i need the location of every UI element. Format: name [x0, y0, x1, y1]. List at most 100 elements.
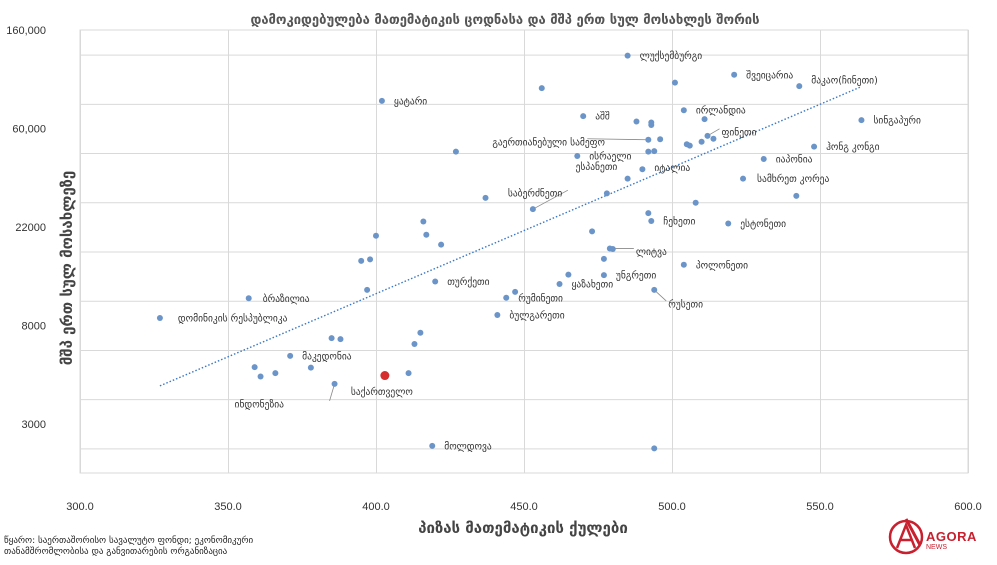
y-axis-title: მშპ ერთ სულ მოსახლეზე [58, 171, 76, 366]
data-point [503, 294, 510, 301]
data-point [423, 231, 430, 238]
data-point [633, 118, 640, 125]
x-tick-label: 600.0 [954, 501, 982, 513]
leader-line [587, 138, 649, 141]
agora-logo-icon [888, 518, 924, 555]
data-point [512, 288, 519, 295]
data-point [378, 97, 385, 104]
x-tick-label: 550.0 [806, 501, 834, 513]
point-label: ლიტვა [636, 247, 667, 258]
axis-ticks: 300.0 350.0 400.0 450.0 500.0 550.0 600.0 3000 8… [6, 25, 982, 513]
point-label: ინდონეზია [235, 399, 285, 410]
source-line-1: წყარო: საერთაშორისო სავალუტო ფონდი; ეკონ… [4, 536, 254, 546]
y-tick-label: 160,000 [6, 25, 46, 37]
data-point [651, 445, 658, 452]
data-point [272, 370, 279, 377]
point-label: ლუქსემბურგი [640, 51, 703, 62]
point-label: უნგრეთი [616, 271, 656, 282]
point-label: ბრაზილია [263, 294, 310, 305]
x-axis-title: პიზას მათემატიკის ქულები [418, 519, 628, 537]
data-point [651, 148, 658, 155]
data-point [680, 261, 687, 268]
data-point [651, 286, 658, 293]
data-point [793, 192, 800, 199]
data-point [796, 83, 803, 90]
x-tick-label: 400.0 [362, 501, 390, 513]
data-point [657, 136, 664, 143]
data-point [680, 107, 687, 114]
data-point [645, 148, 652, 155]
point-label: გაერთიანებული სამეფო [492, 137, 605, 148]
source-line-2: თანამშრომლობისა და განვითარების ორგანიზა… [4, 547, 228, 557]
point-label: დომინიკის რესპუბლიკა [178, 313, 288, 324]
data-point [482, 194, 489, 201]
x-tick-label: 300.0 [66, 501, 94, 513]
data-point [307, 364, 314, 371]
data-point [624, 52, 631, 59]
x-tick-label: 500.0 [658, 501, 686, 513]
point-labels: დომინიკის რესპუბლიკა ბრაზილია მაკედონია ინდ… [178, 51, 921, 452]
x-tick-label: 450.0 [510, 501, 538, 513]
point-label: პოლონეთი [696, 260, 748, 271]
point-label: ბულგარეთი [509, 310, 564, 321]
data-point [565, 271, 572, 278]
point-label: თურქეთი [447, 277, 489, 288]
data-point [574, 153, 581, 160]
y-tick-label: 3000 [22, 419, 46, 431]
data-point [580, 113, 587, 120]
point-label: ჩეხეთი [663, 216, 695, 227]
point-label: ყაზახეთი [572, 279, 614, 290]
data-point [731, 71, 738, 78]
point-label: აშშ [595, 112, 610, 123]
point-label: ირლანდია [696, 106, 746, 117]
y-tick-label: 60,000 [12, 123, 46, 135]
data-point [639, 166, 646, 173]
point-label: ფინეთი [722, 127, 757, 138]
data-point [600, 272, 607, 279]
point-label: შვეიცარია [746, 70, 793, 81]
point-label: სამხრეთ კორეა [757, 174, 829, 185]
y-tick-label: 22000 [15, 222, 46, 234]
source-note: წყარო: საერთაშორისო სავალუტო ფონდი; ეკონ… [4, 536, 253, 558]
data-point [364, 286, 371, 293]
data-point [358, 257, 365, 264]
data-point [686, 142, 693, 149]
logo-sub: NEWS [926, 544, 947, 551]
data-point [600, 255, 607, 262]
data-point [156, 314, 163, 321]
trendline [159, 85, 862, 387]
point-label: მოლდოვა [444, 441, 492, 452]
data-point [701, 116, 708, 123]
data-point [432, 278, 439, 285]
chart-title: დამოკიდებულება მათემატიკის ცოდნასა და მშ… [250, 13, 759, 28]
data-point [556, 280, 563, 287]
data-point [529, 206, 536, 213]
data-point [740, 175, 747, 182]
agora-logo: AGORA NEWS [886, 515, 996, 561]
trendline-group [159, 85, 862, 387]
point-label: ესტონეთი [740, 219, 786, 230]
data-point [287, 352, 294, 359]
data-point [438, 241, 445, 248]
point-label: რუსეთი [668, 299, 703, 310]
data-point [337, 336, 344, 343]
data-point [858, 117, 865, 124]
data-point [420, 218, 427, 225]
point-label: რუმინეთი [518, 293, 563, 304]
data-point [645, 210, 652, 217]
x-tick-label: 350.0 [214, 501, 242, 513]
data-point [251, 364, 258, 371]
data-point [367, 256, 374, 263]
data-point [648, 217, 655, 224]
data-point [645, 136, 652, 143]
point-label: ყატარი [394, 96, 427, 107]
data-point-highlight [380, 371, 390, 381]
data-point [811, 143, 818, 150]
point-label: საქართველო [351, 387, 413, 398]
data-points [156, 52, 865, 452]
point-label: ესპანეთი [576, 162, 618, 173]
data-point [538, 85, 545, 92]
data-point [328, 335, 335, 342]
point-label: მაკედონია [302, 351, 352, 362]
